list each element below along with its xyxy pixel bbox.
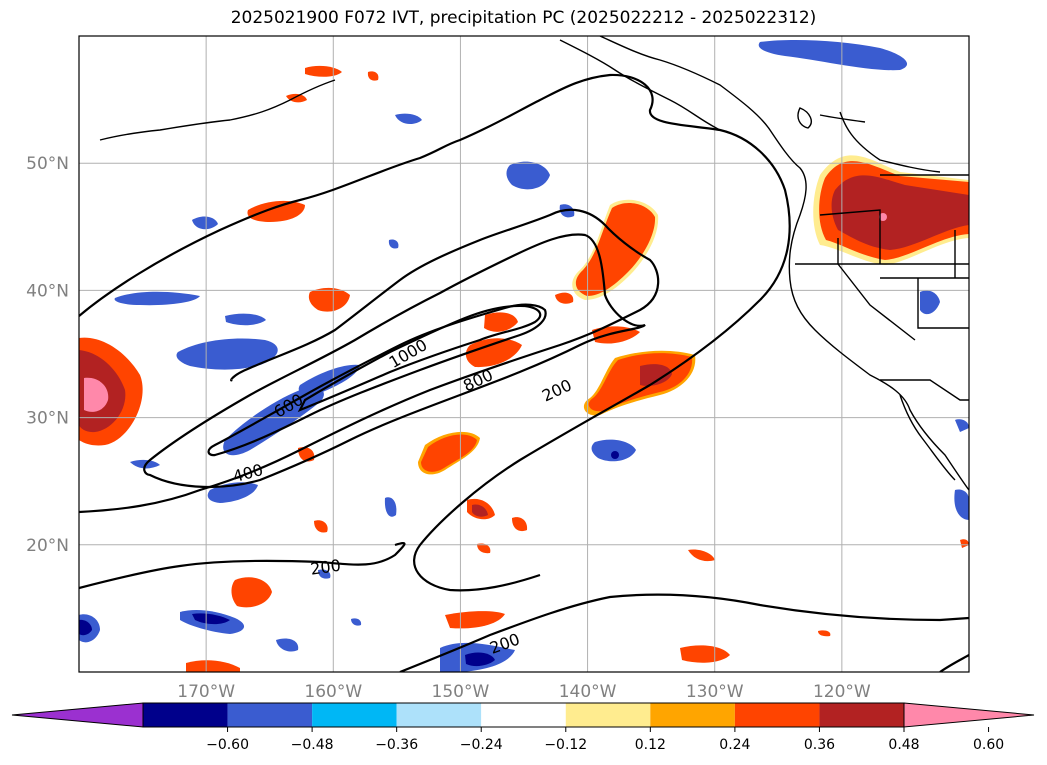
colorbar-segment (819, 703, 904, 727)
lat-label: 50°N (26, 154, 69, 174)
colorbar-segment (312, 703, 397, 727)
colorbar-segment (396, 703, 482, 727)
map-title: 2025021900 F072 IVT, precipitation PC (2… (230, 8, 817, 28)
colorbar-segment (227, 703, 313, 727)
colorbar-tick-label: 0.24 (719, 737, 750, 753)
colorbar-tick-label: −0.48 (291, 737, 334, 753)
lon-label: 150°W (432, 682, 490, 702)
colorbar-outline (142, 702, 905, 728)
lon-label: 120°W (813, 682, 871, 702)
precipitation-anomaly-shading (79, 40, 969, 672)
lat-label: 40°N (26, 281, 69, 301)
colorbar-tick-label: −0.60 (206, 737, 249, 753)
colorbar-extend-min (11, 702, 144, 728)
colorbar-extend-max (903, 702, 1035, 728)
lat-label: 30°N (26, 409, 69, 429)
map-frame (78, 35, 970, 673)
colorbar-tick-label: 0.36 (804, 737, 835, 753)
colorbar: −0.60 −0.48 −0.36 −0.24 −0.12 0.12 0.24 0.36 0.4… (11, 702, 1035, 753)
colorbar-tick-label: −0.24 (460, 737, 503, 753)
coastlines (99, 36, 969, 491)
lon-label: 130°W (686, 682, 744, 702)
lon-label: 170°W (177, 682, 235, 702)
lat-label: 20°N (26, 536, 69, 556)
colorbar-tick-label: 0.60 (973, 737, 1004, 753)
colorbar-tick-label: 0.48 (888, 737, 919, 753)
colorbar-segment (565, 703, 651, 727)
ivt-contours (79, 73, 969, 672)
lon-label: 160°W (304, 682, 362, 702)
colorbar-segment (143, 703, 228, 727)
colorbar-tick-label: 0.12 (635, 737, 666, 753)
colorbar-segment (734, 703, 820, 727)
colorbar-segment (650, 703, 735, 727)
colorbar-tick-label: −0.12 (544, 737, 587, 753)
colorbar-tick-label: −0.36 (375, 737, 418, 753)
lon-label: 140°W (559, 682, 617, 702)
ivt-contour-label: 200 (309, 556, 342, 579)
colorbar-segment (481, 703, 566, 727)
